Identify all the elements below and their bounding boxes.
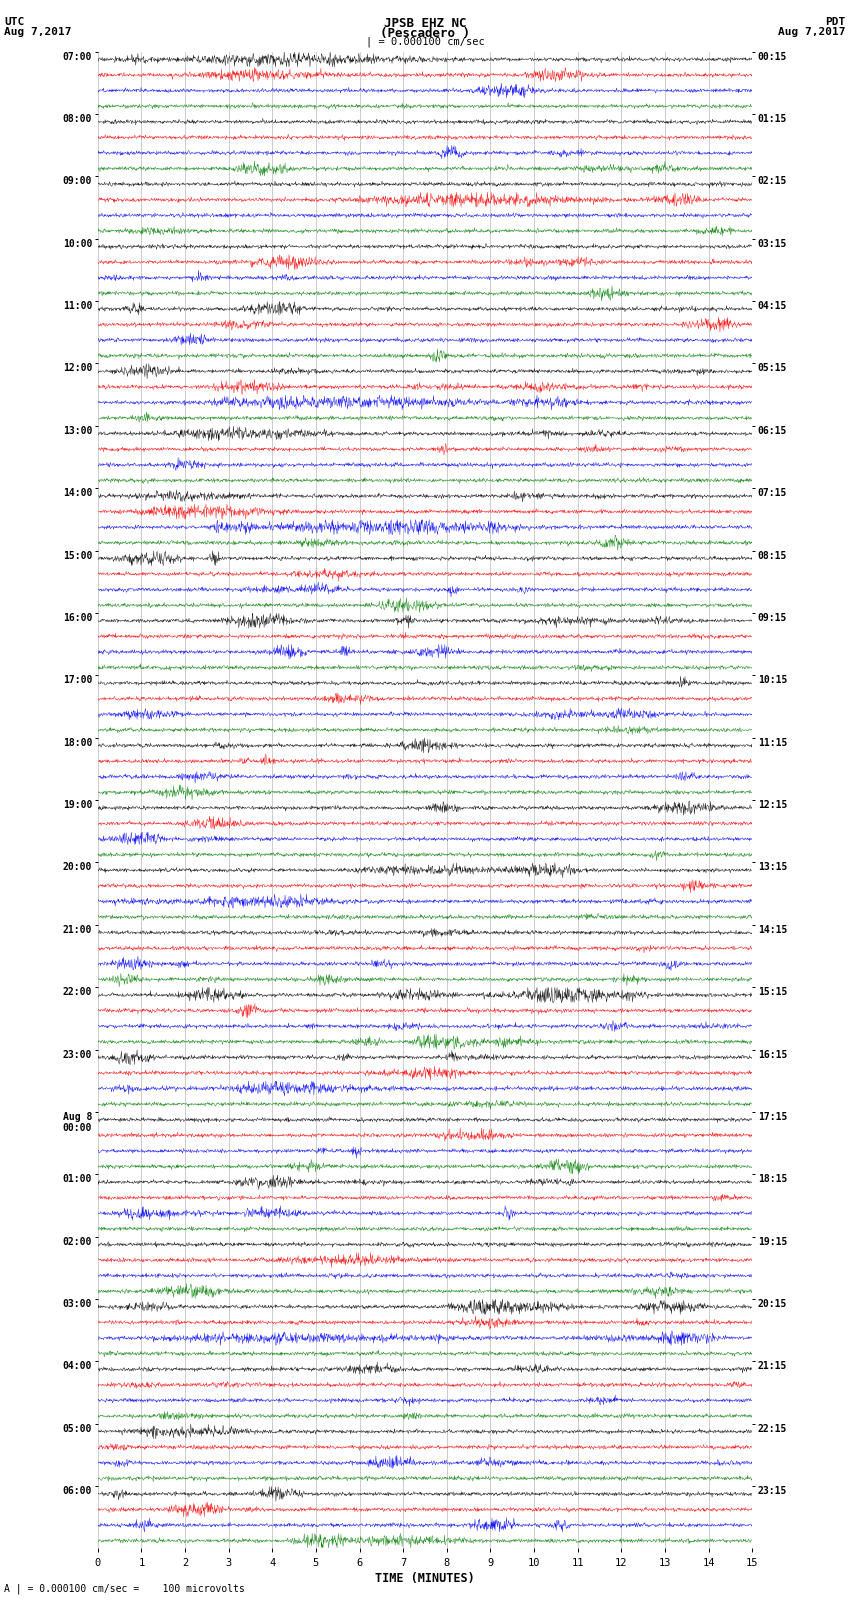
Text: A | = 0.000100 cm/sec =    100 microvolts: A | = 0.000100 cm/sec = 100 microvolts (4, 1582, 245, 1594)
Text: UTC: UTC (4, 18, 25, 27)
Text: Aug 7,2017: Aug 7,2017 (779, 26, 846, 37)
X-axis label: TIME (MINUTES): TIME (MINUTES) (375, 1571, 475, 1584)
Text: JPSB EHZ NC: JPSB EHZ NC (383, 18, 467, 31)
Text: PDT: PDT (825, 18, 846, 27)
Text: | = 0.000100 cm/sec: | = 0.000100 cm/sec (366, 37, 484, 47)
Text: (Pescadero ): (Pescadero ) (380, 26, 470, 40)
Text: Aug 7,2017: Aug 7,2017 (4, 26, 71, 37)
